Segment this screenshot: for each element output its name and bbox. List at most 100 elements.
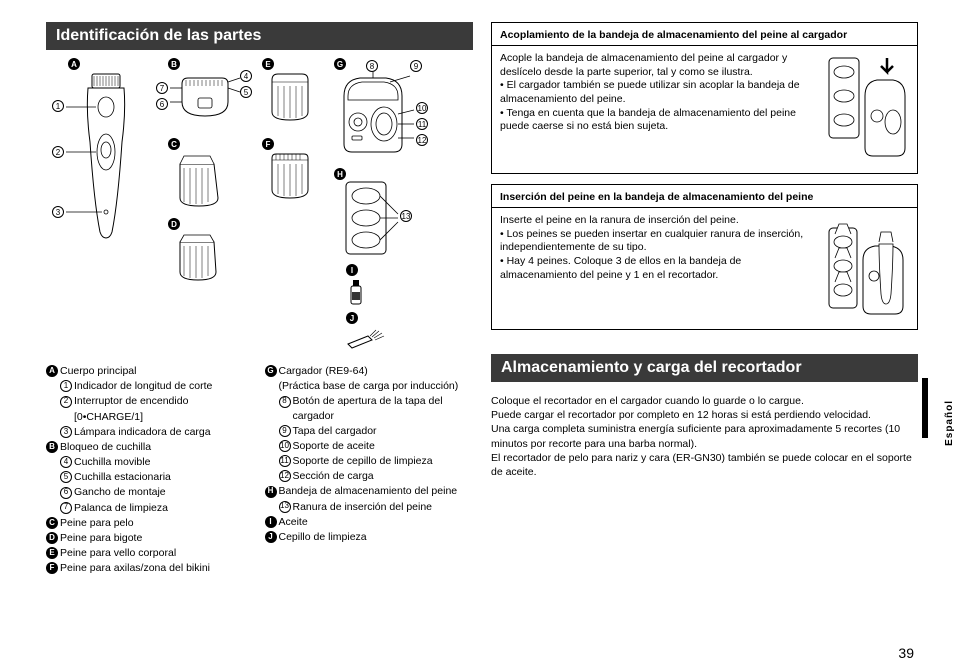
legend-text: Cuchilla estacionaria <box>74 470 255 484</box>
legend-row: FPeine para axilas/zona del bikini <box>46 561 255 575</box>
legend-text: (Práctica base de carga por inducción) <box>279 379 474 393</box>
legend-text: Aceite <box>279 515 474 529</box>
legend-row: 6Gancho de montaje <box>46 485 255 499</box>
comb-d-illustration <box>174 232 224 284</box>
bullet-item: Los peines se pueden insertar en cualqui… <box>500 228 815 255</box>
legend-row: DPeine para bigote <box>46 531 255 545</box>
badge-letter-A: A <box>46 365 58 377</box>
legend-row: 1Indicador de longitud de corte <box>46 379 255 393</box>
legend-row: CPeine para pelo <box>46 516 255 530</box>
legend-text: Interruptor de encendido <box>74 394 255 408</box>
box1-illustration <box>823 52 909 165</box>
box2-illustration <box>823 214 909 321</box>
badge-j: J <box>346 312 358 324</box>
box1-title: Acoplamiento de la bandeja de almacenami… <box>492 23 917 46</box>
legend-row: 4Cuchilla movible <box>46 455 255 469</box>
badge-number-6: 6 <box>60 487 72 499</box>
badge-number-13: 13 <box>279 501 291 513</box>
legend-row: EPeine para vello corporal <box>46 546 255 560</box>
box1-text: Acople la bandeja de almacenamiento del … <box>500 52 815 165</box>
legend-text: Gancho de montaje <box>74 485 255 499</box>
legend-text: Cuerpo principal <box>60 364 255 378</box>
legend-text: Lámpara indicadora de carga <box>74 425 255 439</box>
body-line: Coloque el recortador en el cargador cua… <box>491 394 918 408</box>
main-body-illustration <box>66 72 146 242</box>
legend-row: HBandeja de almacenamiento del peine <box>265 484 474 498</box>
box2-lead: Inserte el peine en la ranura de inserci… <box>500 214 815 228</box>
badge-i: I <box>346 264 358 276</box>
body-line: El recortador de pelo para nariz y cara … <box>491 451 918 479</box>
legend-row: 11Soporte de cepillo de limpieza <box>265 454 474 468</box>
badge-letter-B: B <box>46 441 58 453</box>
legend-row: 12Sección de carga <box>265 469 474 483</box>
badge-13: 13 <box>400 210 412 222</box>
legend-row: 8Botón de apertura de la tapa del cargad… <box>265 394 474 422</box>
body-line: Puede cargar el recortador por completo … <box>491 408 918 422</box>
legend-text: Cargador (RE9-64) <box>279 364 474 378</box>
badge-6: 6 <box>156 98 168 110</box>
badge-c: C <box>168 138 180 150</box>
badge-2: 2 <box>52 146 64 158</box>
legend-text: Bloqueo de cuchilla <box>60 440 255 454</box>
badge-11: 11 <box>416 118 428 130</box>
badge-number-3: 3 <box>60 426 72 438</box>
bullet-item: Tenga en cuenta que la bandeja de almace… <box>500 107 815 134</box>
bullet-item: El cargador también se puede utilizar si… <box>500 79 815 106</box>
bullet-item: Hay 4 peines. Coloque 3 de ellos en la b… <box>500 255 815 282</box>
badge-letter-G: G <box>265 365 277 377</box>
storage-charge-body: Coloque el recortador en el cargador cua… <box>491 394 918 479</box>
legend-text: Peine para bigote <box>60 531 255 545</box>
badge-number-8: 8 <box>279 396 291 408</box>
badge-4: 4 <box>240 70 252 82</box>
comb-f-illustration <box>268 152 314 202</box>
badge-f: F <box>262 138 274 150</box>
body-line: Una carga completa suministra energía su… <box>491 422 918 450</box>
badge-g: G <box>334 58 346 70</box>
badge-e: E <box>262 58 274 70</box>
badge-letter-D: D <box>46 532 58 544</box>
badge-letter-J: J <box>265 531 277 543</box>
legend-text: Tapa del cargador <box>293 424 474 438</box>
box-attach-tray: Acoplamiento de la bandeja de almacenami… <box>491 22 918 174</box>
badge-number-1: 1 <box>60 380 72 392</box>
legend-text: Botón de apertura de la tapa del cargado… <box>293 394 474 422</box>
legend-text: Soporte de cepillo de limpieza <box>293 454 474 468</box>
box-insert-comb: Inserción del peine en la bandeja de alm… <box>491 184 918 330</box>
legend-text: Sección de carga <box>293 469 474 483</box>
right-column: Acoplamiento de la bandeja de almacenami… <box>491 22 918 622</box>
legend-text: Peine para axilas/zona del bikini <box>60 561 255 575</box>
parts-legend-col1: ACuerpo principal1Indicador de longitud … <box>46 364 255 576</box>
badge-10: 10 <box>416 102 428 114</box>
legend-text: Soporte de aceite <box>293 439 474 453</box>
box1-lead: Acople la bandeja de almacenamiento del … <box>500 52 815 79</box>
language-tab-bar <box>922 378 928 438</box>
storage-charge-header: Almacenamiento y carga del recortador <box>491 354 918 382</box>
parts-legend-col2: GCargador (RE9-64)(Práctica base de carg… <box>265 364 474 576</box>
badge-number-12: 12 <box>279 470 291 482</box>
legend-row: 5Cuchilla estacionaria <box>46 470 255 484</box>
badge-number-2: 2 <box>60 396 72 408</box>
legend-row: 2Interruptor de encendido <box>46 394 255 408</box>
badge-d: D <box>168 218 180 230</box>
legend-text: Peine para pelo <box>60 516 255 530</box>
badge-number-5: 5 <box>60 471 72 483</box>
badge-letter-I: I <box>265 516 277 528</box>
comb-c-illustration <box>174 152 224 210</box>
legend-row: 13Ranura de inserción del peine <box>265 500 474 514</box>
legend-row: [0•CHARGE/1] <box>46 410 255 424</box>
legend-text: Palanca de limpieza <box>74 501 255 515</box>
legend-text: [0•CHARGE/1] <box>74 410 255 424</box>
legend-text: Cuchilla movible <box>74 455 255 469</box>
blade-illustration <box>162 72 252 142</box>
legend-text: Peine para vello corporal <box>60 546 255 560</box>
badge-number-4: 4 <box>60 456 72 468</box>
legend-row: GCargador (RE9-64) <box>265 364 474 378</box>
parts-diagram: A 1 2 3 B <box>46 58 473 358</box>
badge-3: 3 <box>52 206 64 218</box>
legend-text: Indicador de longitud de corte <box>74 379 255 393</box>
legend-text: Ranura de inserción del peine <box>293 500 474 514</box>
badge-number-11: 11 <box>279 455 291 467</box>
language-tab: Español <box>944 400 954 446</box>
badge-7: 7 <box>156 82 168 94</box>
oil-illustration <box>346 278 366 308</box>
